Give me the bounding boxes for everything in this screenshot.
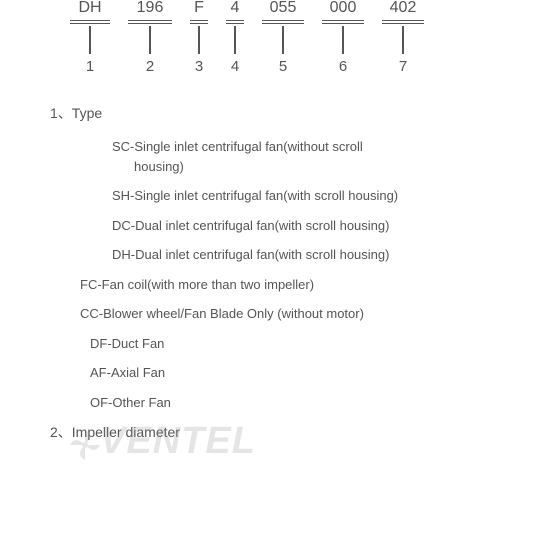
underline-4: [226, 20, 244, 21]
type-list: SC-Single inlet centrifugal fan(without …: [80, 137, 501, 412]
type-of: OF-Other Fan: [90, 393, 410, 413]
code-part-3: F: [190, 0, 208, 17]
section-type-title: 1、Type: [50, 103, 501, 123]
code-part-6: 000: [322, 0, 364, 17]
code-part-4: 4: [226, 0, 244, 17]
index-6: 6: [322, 58, 364, 75]
tick-cell-3: [190, 26, 208, 56]
index-7: 7: [382, 58, 424, 75]
underline-6b: [322, 23, 364, 24]
type-fc: FC-Fan coil(with more than two impeller): [80, 275, 400, 295]
tick-cell-1: [70, 26, 110, 56]
index-1: 1: [70, 58, 110, 75]
underline-4b: [226, 23, 244, 24]
type-cc: CC-Blower wheel/Fan Blade Only (without …: [80, 304, 400, 324]
underline-5b: [262, 23, 304, 24]
underline-3b: [190, 23, 208, 24]
code-part-1: DH: [70, 0, 110, 17]
section-impeller-title: 2、Impeller diameter: [50, 422, 501, 442]
underline-1b: [70, 23, 110, 24]
underline-2: [128, 20, 172, 21]
tick-row: [70, 26, 501, 56]
underline-3: [190, 20, 208, 21]
tick-cell-7: [382, 26, 424, 56]
underline-2b: [128, 23, 172, 24]
type-sc: SC-Single inlet centrifugal fan(without …: [80, 137, 400, 176]
code-part-2: 196: [128, 0, 172, 17]
index-5: 5: [262, 58, 304, 75]
type-af: AF-Axial Fan: [90, 363, 410, 383]
index-row: 1 2 3 4 5 6 7: [70, 58, 501, 75]
index-2: 2: [128, 58, 172, 75]
code-part-row: DH 196 F 4 055 000 402: [70, 0, 501, 17]
tick-cell-5: [262, 26, 304, 56]
underline-1: [70, 20, 110, 21]
code-underline-row-2: [70, 23, 501, 24]
tick-cell-6: [322, 26, 364, 56]
tick-cell-2: [128, 26, 172, 56]
type-dc: DC-Dual inlet centrifugal fan(with scrol…: [80, 216, 400, 236]
underline-7: [382, 20, 424, 21]
underline-7b: [382, 23, 424, 24]
type-sh: SH-Single inlet centrifugal fan(with scr…: [80, 186, 400, 206]
type-dh: DH-Dual inlet centrifugal fan(with scrol…: [80, 245, 400, 265]
code-part-7: 402: [382, 0, 424, 17]
code-underline-row: [70, 20, 501, 21]
type-df: DF-Duct Fan: [90, 334, 410, 354]
index-4: 4: [226, 58, 244, 75]
index-3: 3: [190, 58, 208, 75]
tick-cell-4: [226, 26, 244, 56]
code-part-5: 055: [262, 0, 304, 17]
underline-6: [322, 20, 364, 21]
underline-5: [262, 20, 304, 21]
